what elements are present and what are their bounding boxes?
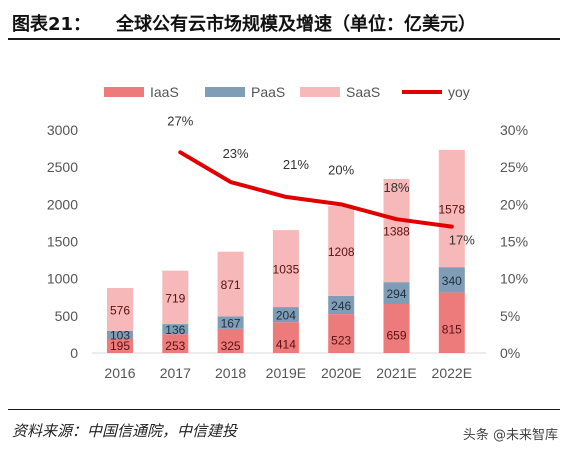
bar-segment-saas (328, 206, 355, 296)
bar-value-label: 103 (110, 329, 130, 343)
bar-value-label: 1208 (328, 245, 355, 259)
bar-segment-paas (272, 307, 299, 323)
bar-value-label: 523 (331, 334, 351, 348)
x-axis-tick-label: 2020E (321, 365, 361, 381)
figure-number: 图表21： (12, 14, 92, 35)
y-axis-tick-label: 2000 (47, 196, 78, 212)
legend-swatch (104, 87, 144, 97)
bar-segment-saas (107, 288, 133, 331)
bar-segment-paas (217, 316, 244, 329)
legend-label: IaaS (150, 84, 179, 100)
bar-value-label: 195 (110, 339, 130, 353)
y-axis-tick-label: 1000 (47, 271, 78, 287)
yoy-point-label: 23% (223, 146, 249, 161)
yoy-line (178, 150, 454, 229)
legend-swatch (300, 87, 340, 97)
y-axis-tick-label: 2500 (47, 159, 78, 175)
bar-value-label: 294 (386, 287, 406, 301)
y2-axis-tick-label: 0% (500, 345, 520, 361)
source-note: 资料来源：中国信通院，中信建投 (12, 422, 238, 440)
yoy-point-label: 17% (449, 233, 475, 248)
bar-value-label: 719 (165, 291, 185, 305)
bar-value-label: 815 (442, 323, 462, 337)
bar-segment-paas (383, 282, 410, 305)
legend-swatch (205, 87, 245, 97)
bar-segment-paas (162, 324, 189, 335)
footer-divider (8, 409, 560, 410)
bar-segment-iaas (217, 328, 244, 353)
bar-segment-saas (272, 230, 299, 308)
legend-label: PaaS (251, 84, 285, 100)
x-axis-tick-label: 2021E (376, 365, 416, 381)
bar-value-label: 659 (386, 329, 406, 343)
bar-segment-paas (438, 267, 465, 293)
bar-segment-paas (107, 330, 133, 339)
y2-axis-tick-label: 25% (500, 159, 528, 175)
bar-value-label: 871 (221, 278, 241, 292)
bar-segment-saas (383, 178, 410, 283)
y2-axis-tick-label: 30% (500, 122, 528, 138)
bar-value-label: 246 (331, 299, 351, 313)
y2-axis-tick-label: 5% (500, 308, 520, 324)
bar-segment-saas (217, 251, 244, 317)
y-axis-tick-label: 500 (55, 308, 79, 324)
bar-value-label: 253 (165, 339, 185, 353)
x-axis-tick-label: 2018 (215, 365, 246, 381)
y-axis-tick-label: 3000 (47, 122, 78, 138)
bar-segment-iaas (383, 304, 410, 353)
yoy-point-label: 21% (283, 157, 309, 172)
bar-value-label: 1388 (383, 225, 410, 239)
bar-value-label: 204 (276, 309, 296, 323)
x-axis-tick-label: 2017 (160, 365, 191, 381)
x-axis-tick-label: 2022E (432, 365, 472, 381)
x-axis-tick-label: 2016 (104, 365, 135, 381)
bar-value-label: 340 (442, 274, 462, 288)
bar-value-label: 1035 (273, 263, 300, 277)
legend-label: SaaS (346, 84, 380, 100)
bar-segment-iaas (107, 338, 133, 353)
bar-segment-saas (438, 149, 465, 268)
bar-value-label: 576 (110, 303, 130, 317)
y2-axis-tick-label: 15% (500, 234, 528, 250)
bar-segment-iaas (438, 292, 465, 353)
y-axis-tick-label: 1500 (47, 234, 78, 250)
chart-title-bar: 图表21： 全球公有云市场规模及增速（单位：亿美元） (8, 4, 560, 40)
y2-axis-tick-label: 20% (500, 196, 528, 212)
bar-segment-iaas (162, 334, 189, 353)
bar-value-label: 167 (221, 317, 241, 331)
bar-segment-iaas (272, 322, 299, 353)
y-axis-tick-label: 0 (70, 345, 78, 361)
bar-value-label: 325 (221, 339, 241, 353)
yoy-point-label: 27% (167, 113, 193, 128)
x-axis-tick-label: 2019E (266, 365, 306, 381)
bar-value-label: 1578 (438, 202, 465, 216)
y2-axis-tick-label: 10% (500, 271, 528, 287)
bar-segment-paas (328, 295, 355, 315)
yoy-point-label: 20% (328, 162, 354, 177)
bar-value-label: 136 (165, 323, 185, 337)
bar-segment-iaas (328, 314, 355, 353)
chart-title: 全球公有云市场规模及增速（单位：亿美元） (116, 14, 476, 35)
yoy-point-label: 18% (383, 180, 409, 195)
legend-label: yoy (448, 84, 470, 100)
bar-value-label: 414 (276, 338, 296, 352)
bar-segment-saas (162, 270, 189, 325)
watermark: 头条 @未来智库 (462, 428, 558, 443)
